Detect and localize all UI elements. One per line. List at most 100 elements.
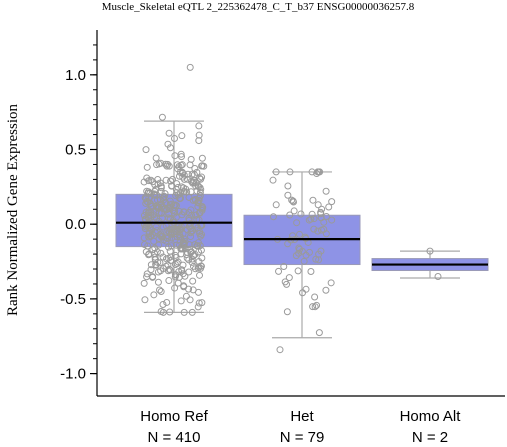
data-point xyxy=(143,174,151,182)
data-point xyxy=(157,184,165,192)
data-point xyxy=(166,266,174,274)
data-point xyxy=(285,274,293,282)
data-point xyxy=(148,226,156,234)
data-point xyxy=(196,271,204,279)
data-point xyxy=(171,207,179,215)
data-point xyxy=(322,286,330,294)
data-point xyxy=(272,168,280,176)
data-point xyxy=(180,175,188,183)
data-point xyxy=(166,144,174,152)
data-point xyxy=(145,206,153,214)
data-point xyxy=(269,176,277,184)
data-point xyxy=(173,180,181,188)
data-point xyxy=(289,197,297,205)
sample-size-label: N = 2 xyxy=(412,429,448,446)
data-point xyxy=(185,241,193,249)
data-point xyxy=(284,182,292,190)
category-label: Homo Alt xyxy=(400,408,462,425)
data-point xyxy=(322,187,330,195)
data-point xyxy=(157,249,165,257)
data-point xyxy=(164,214,172,222)
data-point xyxy=(191,196,199,204)
data-point xyxy=(314,201,322,209)
data-point xyxy=(320,218,328,226)
y-ticks: 1.0 0.5 0.0 -0.5 -1.0 xyxy=(60,44,97,383)
data-point xyxy=(159,253,167,261)
data-point xyxy=(185,268,193,276)
data-point xyxy=(197,264,205,272)
data-point xyxy=(307,267,315,275)
data-point xyxy=(197,262,205,270)
data-point xyxy=(193,187,201,195)
data-point xyxy=(198,154,206,162)
data-point xyxy=(180,282,188,290)
data-point xyxy=(141,241,149,249)
data-point xyxy=(156,196,164,204)
data-point xyxy=(310,225,318,233)
box-het xyxy=(243,171,361,339)
sample-size-label: N = 79 xyxy=(280,429,325,446)
data-point xyxy=(192,211,200,219)
data-point xyxy=(325,203,333,211)
data-point xyxy=(182,185,190,193)
data-point xyxy=(143,163,151,171)
data-point xyxy=(166,308,174,316)
data-point xyxy=(153,161,161,169)
data-point xyxy=(286,211,294,219)
data-point xyxy=(171,273,179,281)
data-point xyxy=(308,168,316,176)
data-point xyxy=(189,227,197,235)
data-point xyxy=(322,230,330,238)
data-point xyxy=(153,227,161,235)
data-point xyxy=(311,293,319,301)
data-point xyxy=(142,146,150,154)
data-point xyxy=(281,278,289,286)
data-point xyxy=(295,249,303,257)
box-homo-ref xyxy=(115,120,233,313)
data-point xyxy=(276,346,284,354)
data-point xyxy=(195,122,203,130)
data-point xyxy=(194,203,202,211)
data-point xyxy=(155,241,163,249)
data-point xyxy=(180,171,188,179)
data-point xyxy=(157,200,165,208)
data-point xyxy=(141,296,149,304)
data-point xyxy=(156,286,164,294)
data-point xyxy=(193,168,201,176)
data-point xyxy=(163,162,171,170)
data-point xyxy=(157,288,165,296)
data-point xyxy=(151,228,159,236)
data-point xyxy=(194,288,202,296)
data-point xyxy=(179,270,187,278)
data-point xyxy=(154,268,162,276)
data-point xyxy=(183,188,191,196)
data-point xyxy=(156,259,164,267)
data-point xyxy=(195,137,203,145)
data-point xyxy=(167,242,175,250)
data-point xyxy=(141,225,149,233)
data-point xyxy=(297,210,305,218)
data-point xyxy=(195,299,203,307)
data-point xyxy=(167,177,175,185)
data-point xyxy=(293,219,301,227)
data-point xyxy=(307,215,315,223)
data-point xyxy=(162,160,170,168)
data-point xyxy=(174,258,182,266)
data-point xyxy=(165,210,173,218)
data-point xyxy=(143,270,151,278)
data-point xyxy=(140,212,148,220)
data-point xyxy=(294,267,302,275)
data-point xyxy=(182,292,190,300)
data-point xyxy=(190,251,198,259)
data-point xyxy=(189,179,197,187)
data-point xyxy=(198,205,206,213)
data-point xyxy=(328,198,336,206)
data-point xyxy=(147,266,155,274)
data-point xyxy=(195,131,203,139)
y-tick-label: 1.0 xyxy=(65,67,86,84)
data-point xyxy=(142,195,150,203)
data-point xyxy=(177,161,185,169)
data-point xyxy=(177,194,185,202)
y-tick-label: -0.5 xyxy=(60,291,86,308)
